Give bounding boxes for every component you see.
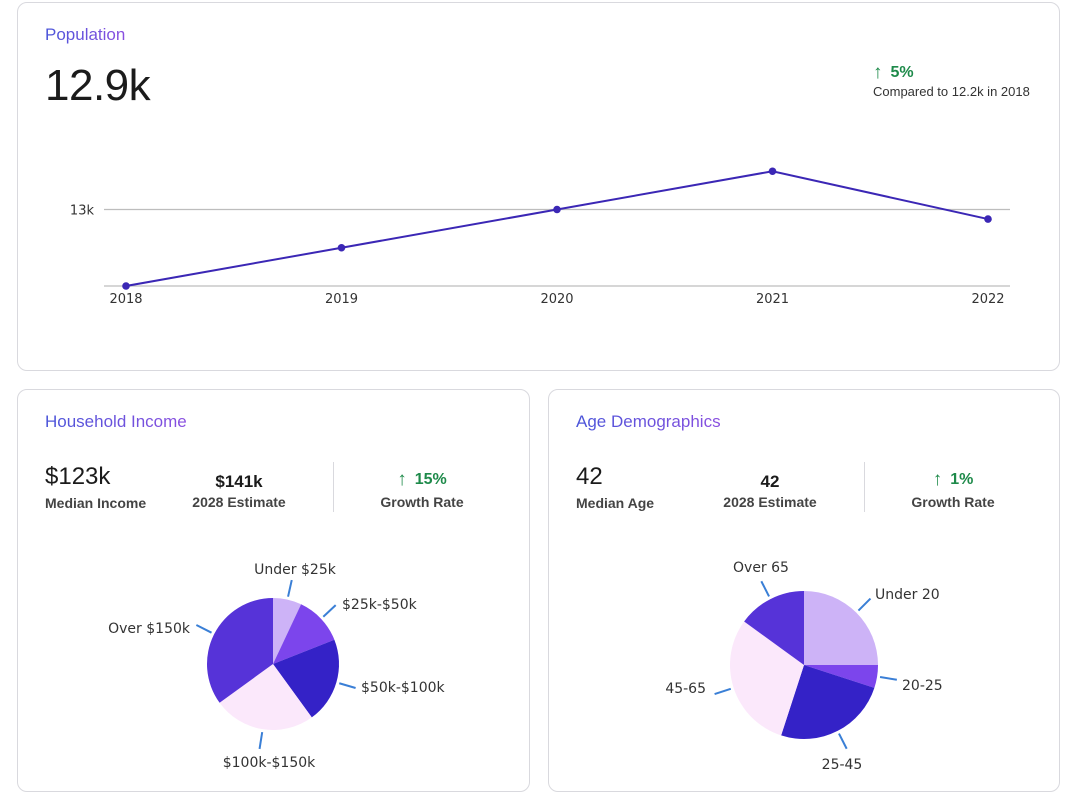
income-growth: ↑ 15% bbox=[362, 470, 482, 489]
pie-label: $100k-$150k bbox=[223, 755, 316, 771]
data-point bbox=[984, 215, 992, 223]
age-title: Age Demographics bbox=[576, 412, 721, 431]
income-pie-chart: Under $25k $25k-$50k $50k-$100k $100k-$150k… bbox=[108, 562, 446, 771]
population-title: Population bbox=[45, 25, 126, 44]
x-tick-label: 2018 bbox=[109, 292, 142, 307]
pie-leader-line bbox=[195, 624, 212, 634]
divider bbox=[864, 462, 865, 512]
age-growth: ↑ 1% bbox=[893, 470, 1013, 489]
pie-slice bbox=[273, 598, 302, 664]
pie-label: Over $150k bbox=[108, 621, 191, 637]
income-estimate-value: $141k bbox=[215, 472, 263, 491]
pie-leader-line bbox=[322, 604, 337, 618]
age-estimate-value: 42 bbox=[760, 472, 780, 491]
pie-label: Under $25k bbox=[254, 562, 337, 578]
median-age-value: 42 bbox=[576, 463, 603, 490]
x-tick-label: 2022 bbox=[971, 292, 1004, 307]
pie-leader-line bbox=[338, 682, 356, 689]
median-income-value: $123k bbox=[45, 463, 111, 490]
income-title: Household Income bbox=[45, 412, 187, 431]
population-line-chart: 13k 2018 2019 2020 2021 2022 bbox=[70, 167, 1010, 307]
pie-label: $25k-$50k bbox=[342, 597, 418, 613]
income-estimate-label: 2028 Estimate bbox=[192, 494, 286, 510]
pie-label: Under 20 bbox=[875, 587, 940, 603]
arrow-up-icon: ↑ bbox=[932, 469, 943, 490]
pie-slice bbox=[273, 639, 339, 718]
pie-leader-line bbox=[287, 579, 293, 597]
population-card: Population 12.9k ↑ 5% Compared to 12.2k … bbox=[17, 2, 1060, 371]
pie-slice bbox=[804, 665, 878, 688]
pie-leader-line bbox=[714, 687, 732, 695]
y-tick-label: 13k bbox=[70, 204, 95, 219]
data-point bbox=[122, 282, 130, 290]
arrow-up-icon: ↑ bbox=[397, 469, 407, 490]
population-series-line bbox=[125, 170, 989, 287]
pie-label: 25-45 bbox=[822, 757, 863, 773]
pie-slice bbox=[730, 621, 804, 736]
pie-label: $50k-$100k bbox=[361, 680, 446, 696]
pie-label: 45-65 bbox=[665, 681, 706, 697]
pie-slice bbox=[744, 591, 804, 665]
population-compare: Compared to 12.2k in 2018 bbox=[873, 84, 1030, 99]
divider bbox=[333, 462, 334, 512]
arrow-up-icon: ↑ bbox=[873, 62, 883, 83]
pie-leader-line bbox=[838, 733, 848, 750]
pie-slice bbox=[219, 664, 312, 730]
data-point bbox=[768, 167, 777, 176]
population-value: 12.9k bbox=[45, 61, 151, 110]
age-demographics-card: Age Demographics 42 Median Age 42 2028 E… bbox=[548, 389, 1060, 792]
population-growth-value: 5% bbox=[890, 63, 914, 81]
age-growth-label: Growth Rate bbox=[911, 494, 995, 510]
pie-leader-line bbox=[258, 731, 264, 750]
pie-slice bbox=[781, 665, 875, 739]
pie-leader-line bbox=[879, 676, 897, 681]
pie-label: 20-25 bbox=[902, 678, 943, 694]
x-tick-label: 2019 bbox=[325, 292, 358, 307]
pie-leader-line bbox=[857, 597, 872, 612]
data-point bbox=[337, 243, 346, 252]
x-tick-label: 2020 bbox=[540, 292, 573, 307]
age-estimate-label: 2028 Estimate bbox=[723, 494, 817, 510]
age-growth-value: 1% bbox=[950, 470, 974, 488]
income-growth-value: 15% bbox=[414, 470, 447, 488]
median-income-label: Median Income bbox=[45, 495, 147, 511]
pie-label: Over 65 bbox=[733, 560, 789, 576]
population-growth: ↑ 5% Compared to 12.2k in 2018 bbox=[873, 63, 1033, 99]
income-growth-label: Growth Rate bbox=[380, 494, 464, 510]
pie-slice bbox=[804, 591, 878, 665]
pie-slice bbox=[207, 598, 273, 703]
median-age-label: Median Age bbox=[576, 495, 655, 511]
x-tick-label: 2021 bbox=[756, 292, 789, 307]
pie-leader-line bbox=[760, 580, 770, 597]
data-point bbox=[553, 205, 561, 214]
age-pie-chart: Under 20 20-25 25-45 45-65 Over 65 bbox=[665, 560, 943, 773]
household-income-card: Household Income $123k Median Income $14… bbox=[17, 389, 530, 792]
pie-slice bbox=[273, 604, 335, 664]
